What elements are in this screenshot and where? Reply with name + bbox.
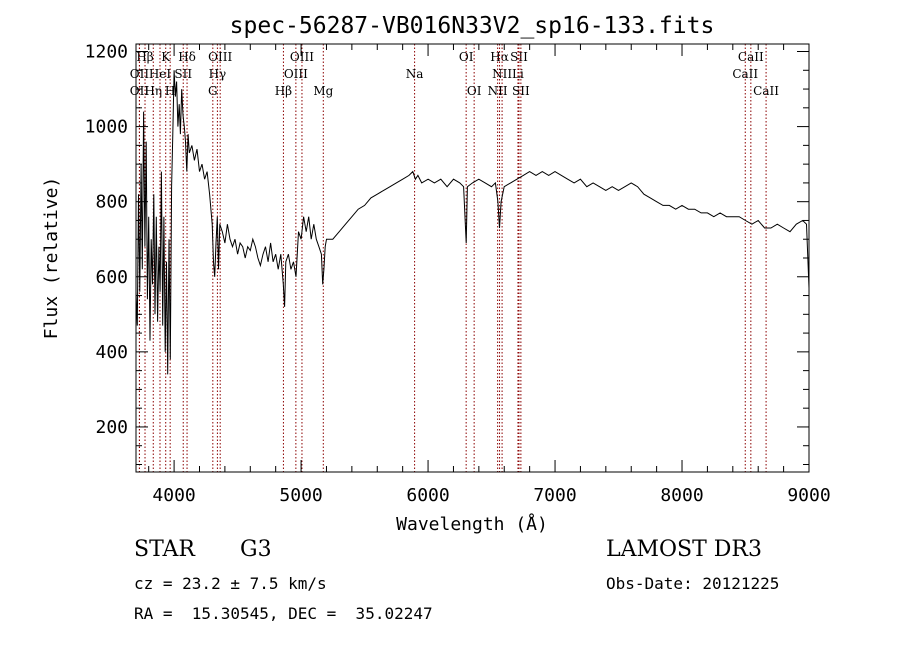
line-marker-label: OIII — [290, 50, 314, 64]
object-subclass: G3 — [240, 537, 272, 562]
line-marker-label: Na — [406, 67, 424, 81]
line-marker-label: Hβ — [275, 84, 292, 98]
line-marker-label: CaII — [753, 84, 779, 98]
x-tick-label: 8000 — [660, 485, 703, 506]
line-marker-label: SII — [174, 67, 192, 81]
coords-line: RA = 15.30545, DEC = 35.02247 — [134, 604, 433, 623]
x-tick-label: 6000 — [406, 485, 449, 506]
line-marker-label: Hη — [144, 84, 162, 98]
obs-date-line: Obs-Date: 20121225 — [606, 574, 780, 593]
x-tick-label: 9000 — [787, 485, 830, 506]
x-tick-label: 4000 — [152, 485, 195, 506]
line-marker-label: OI — [467, 84, 482, 98]
y-tick-label: 600 — [95, 267, 128, 288]
line-marker-label: Hγ — [209, 67, 227, 81]
y-tick-label: 800 — [95, 192, 128, 213]
line-marker-label: NII — [492, 67, 512, 81]
flux-series-line — [135, 70, 810, 375]
line-marker-label: Hα — [490, 50, 509, 64]
x-tick-label: 7000 — [533, 485, 576, 506]
y-tick-label: 200 — [95, 417, 128, 438]
tick-labels: 4000 5000 6000 7000 8000 9000 200 400 600 800 1000… — [85, 42, 831, 506]
object-class: STAR — [134, 537, 195, 562]
line-marker-label: OII — [130, 84, 150, 98]
line-marker-label: OI — [459, 50, 474, 64]
line-marker-label: K — [161, 50, 171, 64]
line-marker-label: H — [165, 84, 175, 98]
line-marker-label: OII — [130, 67, 150, 81]
line-marker-label: NII — [488, 84, 508, 98]
line-marker-label: OIII — [208, 50, 232, 64]
x-tick-label: 5000 — [279, 485, 322, 506]
line-marker-label: G — [208, 84, 218, 98]
y-tick-label: 1200 — [85, 42, 128, 63]
line-marker-label: Hβ — [136, 50, 153, 64]
y-tick-label: 1000 — [85, 117, 128, 138]
y-tick-label: 400 — [95, 342, 128, 363]
redshift-line: cz = 23.2 ± 7.5 km/s — [134, 574, 327, 593]
x-axis-label: Wavelength (Å) — [396, 513, 548, 535]
line-marker-label: CaII — [732, 67, 758, 81]
line-marker-label: Mg — [313, 84, 333, 98]
plot-frame — [135, 43, 810, 473]
axis-ticks — [136, 44, 810, 472]
survey-name: LAMOST DR3 — [606, 537, 762, 562]
line-marker-label: OIII — [284, 67, 308, 81]
chart-title: spec-56287-VB016N33V2_sp16-133.fits — [230, 13, 715, 39]
y-axis-label: Flux (relative) — [41, 177, 62, 340]
line-marker-label: CaII — [738, 50, 764, 64]
line-marker-label: SII — [510, 50, 528, 64]
line-marker-label: SII — [512, 84, 530, 98]
line-marker-label: Hδ — [178, 50, 196, 64]
line-marker-label: HeI — [149, 67, 172, 81]
line-marker-label: Li — [512, 67, 524, 81]
